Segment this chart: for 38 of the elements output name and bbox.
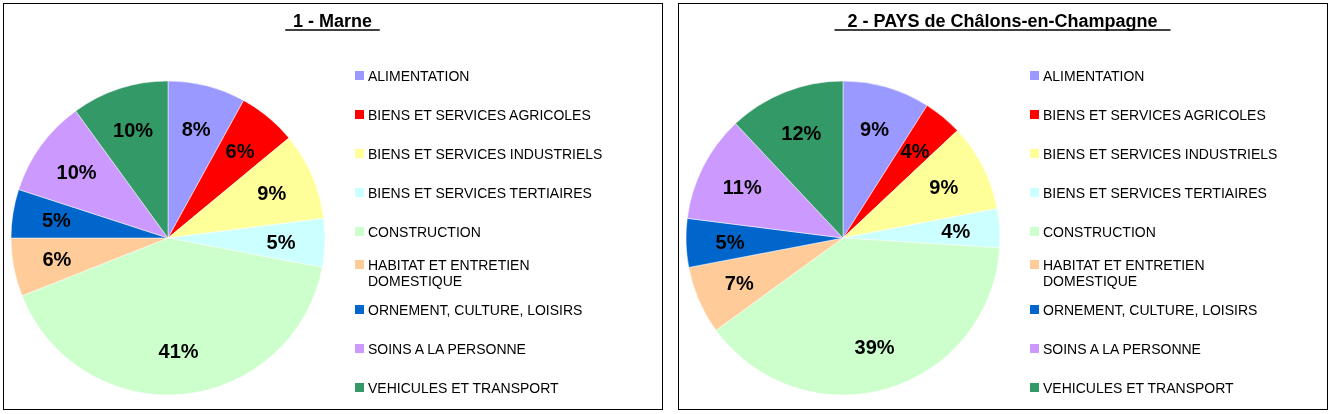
legend-label: BIENS ET SERVICES INDUSTRIELS bbox=[368, 145, 603, 162]
data-label: 12% bbox=[781, 121, 822, 144]
legend-label: ALIMENTATION bbox=[1043, 67, 1145, 84]
legend-label: HABITAT ET ENTRETIEN DOMESTIQUE bbox=[368, 256, 530, 289]
data-label: 9% bbox=[860, 118, 890, 141]
legend-label: BIENS ET SERVICES TERTIAIRES bbox=[368, 184, 592, 201]
legend-label: SOINS A LA PERSONNE bbox=[1043, 340, 1201, 357]
legend-label: ORNEMENT, CULTURE, LOISIRS bbox=[368, 301, 583, 318]
legend-label: SOINS A LA PERSONNE bbox=[368, 340, 526, 357]
data-label: 11% bbox=[722, 175, 762, 198]
data-label: 10% bbox=[113, 119, 154, 142]
legend-label: BIENS ET SERVICES AGRICOLES bbox=[368, 106, 591, 123]
data-label: 5% bbox=[41, 209, 72, 232]
legend-label: VEHICULES ET TRANSPORT bbox=[368, 379, 560, 396]
legend-label: CONSTRUCTION bbox=[1043, 223, 1156, 240]
legend-label: BIENS ET SERVICES INDUSTRIELS bbox=[1043, 145, 1278, 162]
chart-title: 1 - Marne bbox=[292, 11, 373, 31]
legend-label: ORNEMENT, CULTURE, LOISIRS bbox=[1043, 301, 1258, 318]
legend-label: VEHICULES ET TRANSPORT bbox=[1043, 379, 1235, 396]
data-label: 10% bbox=[56, 160, 97, 183]
data-label: 9% bbox=[929, 175, 959, 198]
data-label: 6% bbox=[42, 248, 72, 271]
data-label: 4% bbox=[941, 219, 971, 242]
legend-label: CONSTRUCTION bbox=[368, 223, 481, 240]
legend-label: BIENS ET SERVICES TERTIAIRES bbox=[1043, 184, 1267, 201]
data-label: 9% bbox=[257, 182, 287, 205]
chart-title: 2 - PAYS de Châlons-en-Champagne bbox=[847, 11, 1158, 31]
data-label: 5% bbox=[266, 230, 296, 253]
data-label: 39% bbox=[854, 335, 895, 358]
data-label: 8% bbox=[181, 117, 211, 140]
legend-label: ALIMENTATION bbox=[368, 67, 470, 84]
data-label: 5% bbox=[715, 230, 745, 253]
data-label: 4% bbox=[900, 139, 930, 162]
data-label: 7% bbox=[724, 271, 754, 294]
legend-label: BIENS ET SERVICES AGRICOLES bbox=[1043, 106, 1266, 123]
data-label: 6% bbox=[225, 139, 255, 162]
data-label: 41% bbox=[158, 339, 199, 362]
legend-label: HABITAT ET ENTRETIEN DOMESTIQUE bbox=[1043, 256, 1205, 289]
